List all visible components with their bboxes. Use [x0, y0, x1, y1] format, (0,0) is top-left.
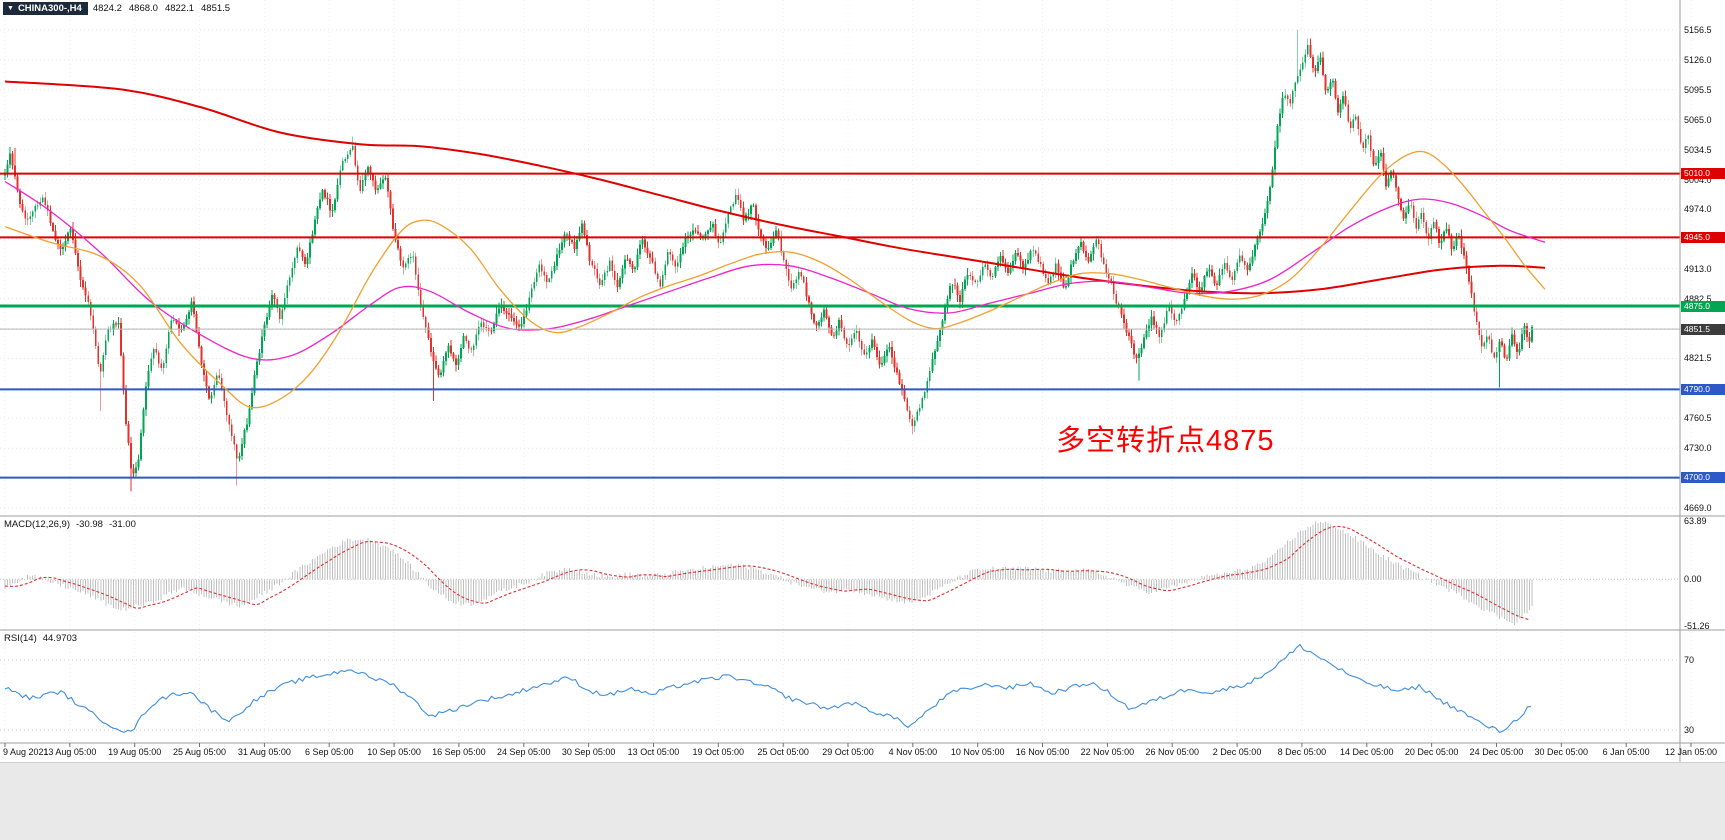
- ma-medium-magenta: [4, 180, 1546, 361]
- symbol-title-box[interactable]: ▼ CHINA300-,H4: [3, 2, 88, 15]
- ma-fast-orange: [4, 150, 1546, 409]
- price-scale[interactable]: [1680, 0, 1725, 743]
- symbol-info-bar: ▼ CHINA300-,H4 4824.2 4868.0 4822.1 4851…: [3, 2, 230, 15]
- rsi-name: RSI(14): [4, 633, 37, 644]
- chart-text-annotation: 多空转折点4875: [1056, 425, 1275, 457]
- window-bottom-area: [0, 762, 1725, 840]
- low-value: 4822.1: [164, 3, 195, 14]
- macd-value-main: -30.98: [76, 519, 103, 530]
- macd-indicator-label: MACD(12,26,9) -30.98 -31.00: [4, 519, 136, 530]
- macd-signal-line: [4, 525, 1530, 621]
- macd-name: MACD(12,26,9): [4, 519, 70, 530]
- rsi-value: 44.9703: [42, 633, 78, 644]
- chart-area[interactable]: 5156.5 5126.0 5095.5 5065.0 5034.5 5004.0 4974…: [0, 0, 1725, 762]
- open-value: 4824.2: [92, 3, 122, 14]
- rsi-indicator-label: RSI(14) 44.9703: [4, 633, 77, 644]
- ohlc-values: 4824.2 4868.0 4822.1 4851.5: [93, 3, 230, 14]
- close-value: 4851.5: [201, 3, 231, 14]
- rsi-line: [4, 643, 1532, 734]
- chart-canvas[interactable]: [0, 0, 1725, 762]
- macd-histogram: [4, 521, 1533, 625]
- symbol-timeframe-label: CHINA300-,H4: [17, 3, 82, 14]
- candles-down: [11, 38, 1531, 492]
- candles-up: [4, 30, 1533, 477]
- one-click-trading-expander-icon[interactable]: ▼: [7, 5, 14, 12]
- time-scale[interactable]: [0, 743, 1680, 762]
- macd-value-signal: -31.00: [108, 519, 136, 530]
- ma-slow-red: [4, 80, 1546, 295]
- high-value: 4868.0: [128, 3, 158, 14]
